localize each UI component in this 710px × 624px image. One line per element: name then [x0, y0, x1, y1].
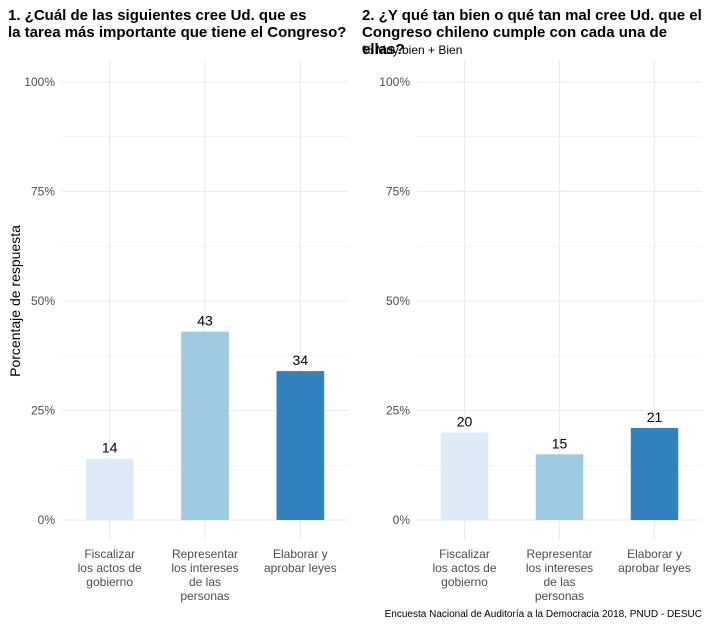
y-tick-label: 50% [31, 294, 55, 308]
source-caption: Encuesta Nacional de Auditoría a la Demo… [384, 609, 702, 620]
panel-2-title: 2. ¿Y qué tan bien o qué tan mal cree Ud… [362, 7, 702, 58]
data-label: 20 [457, 413, 473, 429]
y-tick-label: 75% [31, 185, 55, 199]
y-tick-label: 75% [386, 185, 410, 199]
x-category-label: Elaborar y aprobar leyes [264, 547, 337, 575]
bar [181, 331, 229, 520]
data-label: 43 [197, 313, 213, 329]
y-tick-label: 100% [24, 75, 55, 89]
x-category-label: Fiscalizar los actos de gobierno [78, 547, 142, 589]
data-label: 21 [647, 409, 663, 425]
y-tick-label: 0% [38, 513, 56, 527]
data-label: 15 [552, 435, 568, 451]
y-tick-label: 25% [31, 404, 55, 418]
bar [535, 454, 584, 520]
panel-2-subtitle: % Muy bien + Bien [362, 43, 463, 57]
data-label: 14 [102, 440, 118, 456]
x-category-label: Representar los intereses de las personas [526, 547, 593, 603]
x-category-label: Elaborar y aprobar leyes [618, 547, 691, 575]
panel-1-title: 1. ¿Cuál de las siguientes cree Ud. que … [8, 7, 347, 41]
bar [440, 432, 489, 520]
y-tick-label: 25% [386, 404, 410, 418]
y-tick-label: 100% [379, 75, 410, 89]
y-tick-label: 50% [386, 294, 410, 308]
y-axis-label: Porcentaje de respuesta [7, 225, 23, 377]
y-tick-label: 0% [393, 513, 411, 527]
bar [630, 428, 679, 520]
bar [276, 371, 325, 520]
data-label: 34 [293, 352, 309, 368]
x-category-label: Fiscalizar los actos de gobierno [432, 547, 496, 589]
bar [85, 458, 134, 520]
x-category-label: Representar los intereses de las personas [171, 547, 238, 603]
